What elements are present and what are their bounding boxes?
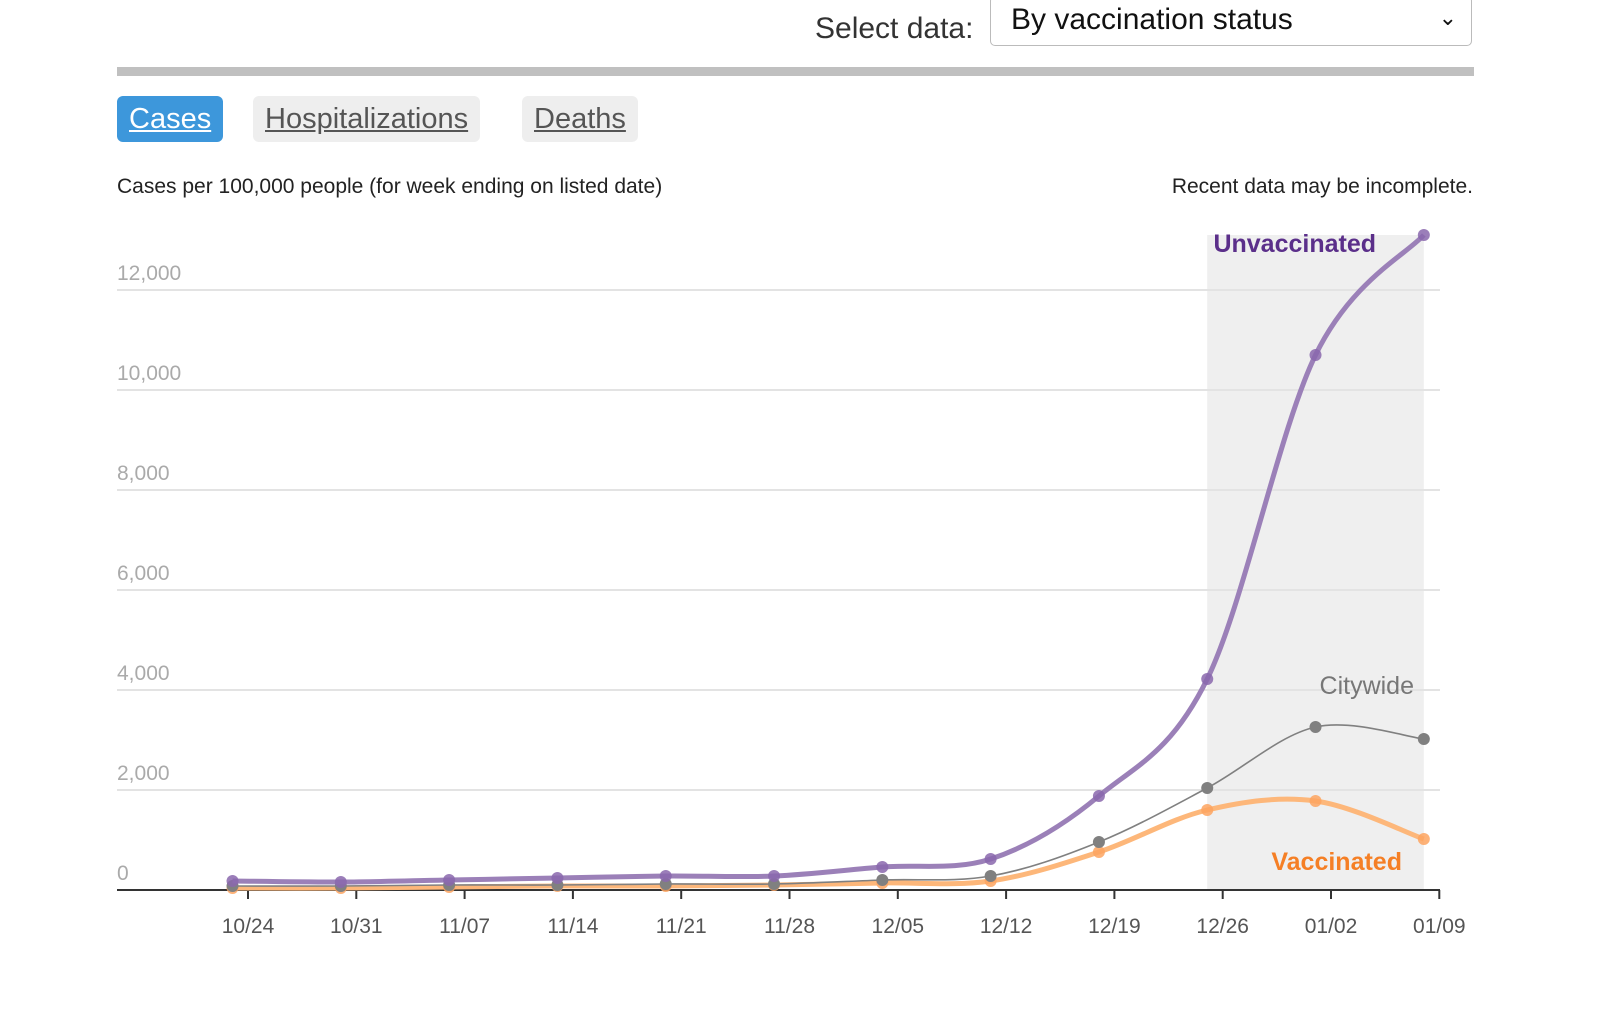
- select-data-dropdown[interactable]: By vaccination status ⌄: [990, 0, 1472, 46]
- tab-hospitalizations[interactable]: Hospitalizations: [253, 96, 481, 142]
- chevron-down-icon: ⌄: [1438, 5, 1457, 30]
- data-point: [334, 876, 347, 888]
- data-point: [1201, 782, 1214, 794]
- incomplete-data-note: Recent data may be incomplete.: [1171, 175, 1473, 198]
- data-point: [1417, 229, 1430, 241]
- data-point: [1092, 846, 1105, 858]
- data-point: [876, 874, 889, 886]
- series-label-unvaccinated: Unvaccinated: [1213, 230, 1376, 258]
- data-point: [984, 853, 997, 865]
- data-point: [1201, 673, 1214, 685]
- x-tick-label: 12/19: [1088, 915, 1141, 938]
- data-point: [1309, 349, 1322, 361]
- data-point: [1309, 721, 1322, 733]
- data-point: [1092, 836, 1105, 848]
- x-tick-label: 01/02: [1305, 915, 1358, 938]
- data-point: [1092, 790, 1105, 802]
- data-point: [1309, 795, 1322, 807]
- select-value: By vaccination status: [1011, 3, 1293, 36]
- y-tick-label: 6,000: [117, 562, 170, 585]
- x-tick-label: 10/31: [330, 915, 383, 938]
- series-label-vaccinated: Vaccinated: [1271, 848, 1402, 876]
- tab-deaths[interactable]: Deaths: [522, 96, 638, 142]
- x-tick-label: 12/12: [980, 915, 1033, 938]
- data-point: [226, 875, 239, 887]
- data-point: [1201, 804, 1214, 816]
- y-tick-label: 0: [117, 862, 129, 885]
- data-point: [768, 870, 781, 882]
- data-point: [1417, 833, 1430, 845]
- data-point: [876, 861, 889, 873]
- x-tick-label: 11/21: [656, 915, 707, 938]
- incomplete-region: [1207, 235, 1424, 890]
- tab-cases[interactable]: Cases: [117, 96, 224, 142]
- series-line-citywide: [232, 724, 1424, 887]
- x-tick-label: 12/26: [1196, 915, 1249, 938]
- y-tick-label: 10,000: [117, 362, 181, 385]
- data-point: [659, 870, 672, 882]
- series-label-citywide: Citywide: [1320, 672, 1414, 700]
- data-point: [1417, 733, 1430, 745]
- divider: [117, 67, 1474, 76]
- x-tick-label: 11/28: [764, 915, 815, 938]
- y-tick-label: 8,000: [117, 462, 170, 485]
- y-tick-label: 2,000: [117, 762, 170, 785]
- data-point: [443, 874, 456, 886]
- data-point: [984, 870, 997, 882]
- x-tick-label: 11/14: [547, 915, 598, 938]
- series-line-vaccinated: [232, 796, 1425, 891]
- y-tick-label: 12,000: [117, 262, 181, 285]
- chart-subtitle: Cases per 100,000 people (for week endin…: [117, 175, 663, 198]
- data-point: [551, 872, 564, 884]
- x-tick-label: 11/07: [439, 915, 490, 938]
- y-tick-label: 4,000: [117, 662, 170, 685]
- x-tick-label: 10/24: [222, 915, 275, 938]
- x-tick-label: 12/05: [872, 915, 925, 938]
- select-data-label: Select data:: [815, 12, 974, 45]
- x-tick-label: 01/09: [1413, 915, 1466, 938]
